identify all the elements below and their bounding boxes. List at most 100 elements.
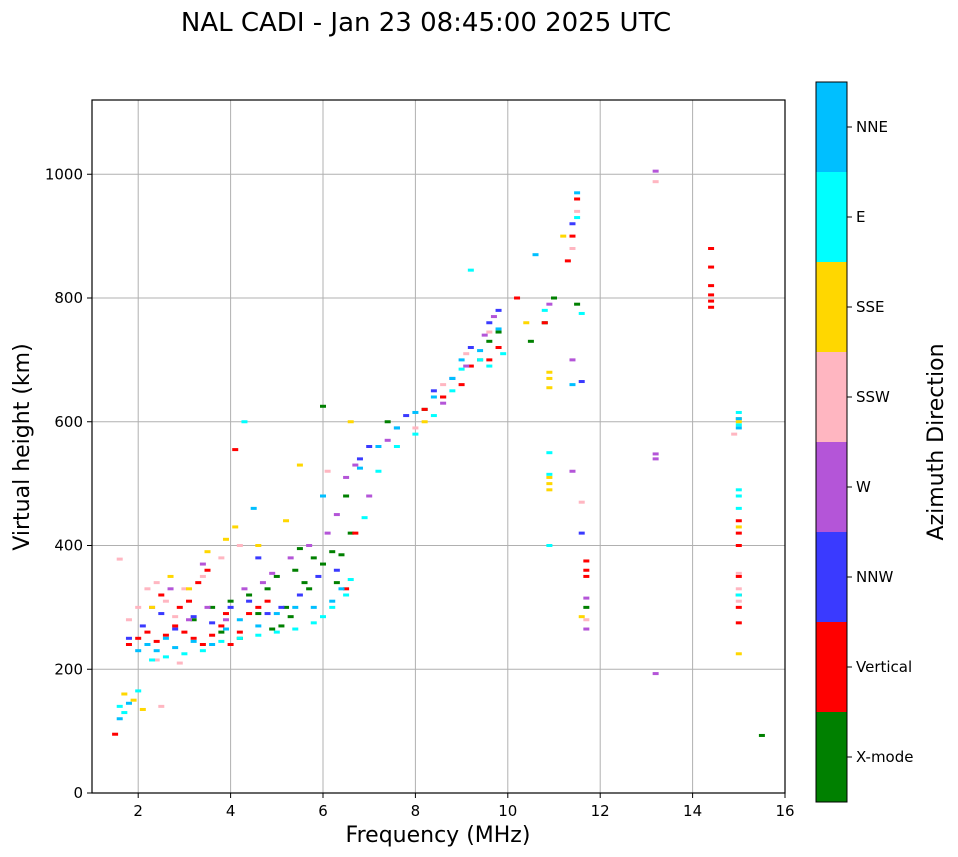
x-tick-label: 12 (591, 802, 610, 820)
echo-mark-nnw (227, 605, 234, 609)
echo-mark-nne (477, 349, 484, 353)
echo-mark-e (181, 652, 188, 656)
echo-mark-ssw (158, 704, 165, 708)
colorbar: X-mode Vertical NNW W SSW SSE E NNE (815, 81, 913, 803)
echo-mark-vertical (199, 643, 206, 646)
echo-mark-sse (546, 376, 553, 380)
echo-mark-ssw (116, 557, 123, 561)
echo-mark-vertical (246, 612, 253, 616)
echo-mark-e (546, 472, 553, 476)
echo-mark-x-mode (495, 330, 502, 334)
echo-mark-sse (204, 550, 211, 554)
echo-mark-e (329, 605, 336, 609)
echo-mark-nnw (467, 346, 474, 349)
x-tick-label: 14 (683, 802, 702, 820)
echo-mark-x-mode (292, 568, 299, 572)
plot-frame (91, 99, 786, 794)
echo-mark-vertical (144, 630, 151, 634)
echo-mark-w (569, 469, 576, 473)
echo-mark-ssw (574, 209, 581, 213)
echo-mark-sse (546, 488, 553, 492)
echo-mark-nne (356, 466, 363, 470)
echo-mark-x-mode (758, 733, 765, 737)
echo-mark-x-mode (320, 562, 326, 566)
echo-mark-ssw (162, 599, 169, 603)
echo-mark-ssw (181, 587, 188, 591)
echo-mark-x-mode (486, 339, 493, 343)
echo-mark-e (375, 469, 382, 473)
echo-mark-ssw (578, 500, 585, 504)
echo-mark-vertical (708, 293, 715, 297)
x-tick-label: 8 (411, 802, 421, 820)
echo-mark-nne (735, 417, 742, 421)
echo-mark-vertical (172, 624, 179, 628)
y-tick-label: 200 (54, 660, 83, 678)
colorbar-segment-e (816, 172, 847, 262)
echo-mark-w (269, 571, 276, 575)
echo-mark-nne (116, 717, 123, 721)
echo-mark-sse (121, 692, 128, 696)
echo-mark-w (652, 457, 659, 461)
echo-mark-vertical (541, 321, 548, 325)
echo-mark-x-mode (296, 547, 303, 551)
echo-mark-e (467, 268, 474, 272)
echo-mark-x-mode (218, 630, 225, 634)
echo-mark-e (412, 432, 419, 436)
echo-mark-e (430, 414, 437, 418)
chart-title: NAL CADI - Jan 23 08:45:00 2025 UTC (181, 8, 671, 38)
echo-mark-e (162, 655, 169, 659)
echo-mark-vertical (209, 633, 216, 637)
echo-mark-vertical (735, 519, 742, 523)
echo-mark-nnw (486, 321, 493, 325)
echo-mark-w (259, 581, 266, 585)
echo-mark-x-mode (255, 612, 262, 616)
echo-mark-x-mode (209, 605, 216, 609)
echo-mark-nnw (578, 531, 585, 535)
echo-mark-nne (574, 191, 581, 195)
echo-mark-sse (139, 707, 146, 711)
colorbar-segment-ssw (816, 352, 847, 442)
x-tick-label: 2 (133, 802, 143, 820)
echo-mark-nne (250, 506, 257, 510)
echo-mark-vertical (458, 383, 465, 387)
echo-mark-x-mode (574, 302, 581, 306)
echo-mark-e (255, 633, 262, 637)
echo-mark-e (135, 689, 142, 693)
echo-mark-nne (255, 624, 262, 628)
echo-mark-nnw (403, 414, 410, 418)
echo-mark-vertical (352, 531, 359, 535)
echo-mark-w (463, 364, 470, 368)
y-tick-label: 1000 (45, 165, 83, 183)
echo-mark-w (384, 438, 391, 442)
echo-mark-vertical (232, 448, 239, 452)
echo-mark-vertical (421, 407, 428, 411)
echo-mark-sse (735, 420, 742, 424)
echo-mark-vertical (735, 605, 742, 609)
echo-mark-x-mode (551, 296, 557, 300)
echo-mark-sse (546, 482, 553, 486)
echo-mark-ssw (144, 587, 151, 591)
echo-mark-vertical (158, 593, 165, 597)
echo-mark-vertical (708, 247, 715, 250)
echo-mark-nne (735, 426, 742, 430)
echo-mark-ssw (153, 658, 160, 662)
echo-mark-nnw (172, 627, 179, 631)
echo-mark-vertical (467, 364, 474, 368)
echo-mark-nne (338, 587, 345, 591)
echo-mark-sse (578, 615, 585, 619)
echo-mark-sse (186, 587, 193, 591)
echo-mark-e (449, 389, 456, 393)
echo-mark-vertical (186, 599, 193, 603)
echo-mark-vertical (222, 612, 229, 616)
y-axis-ticks: 0 200 400 600 800 1000 (45, 165, 92, 802)
echo-mark-vertical (162, 633, 169, 637)
echo-mark-ssw (125, 618, 132, 622)
echo-mark-nne (393, 426, 400, 430)
echo-mark-vertical (135, 636, 142, 640)
colorbar-label: Azimuth Direction (924, 343, 949, 540)
echo-mark-vertical (343, 587, 350, 591)
echo-mark-x-mode (246, 593, 253, 597)
echo-mark-ssw (583, 618, 590, 622)
echo-mark-nnw (139, 624, 146, 628)
echo-mark-nne (495, 327, 502, 331)
